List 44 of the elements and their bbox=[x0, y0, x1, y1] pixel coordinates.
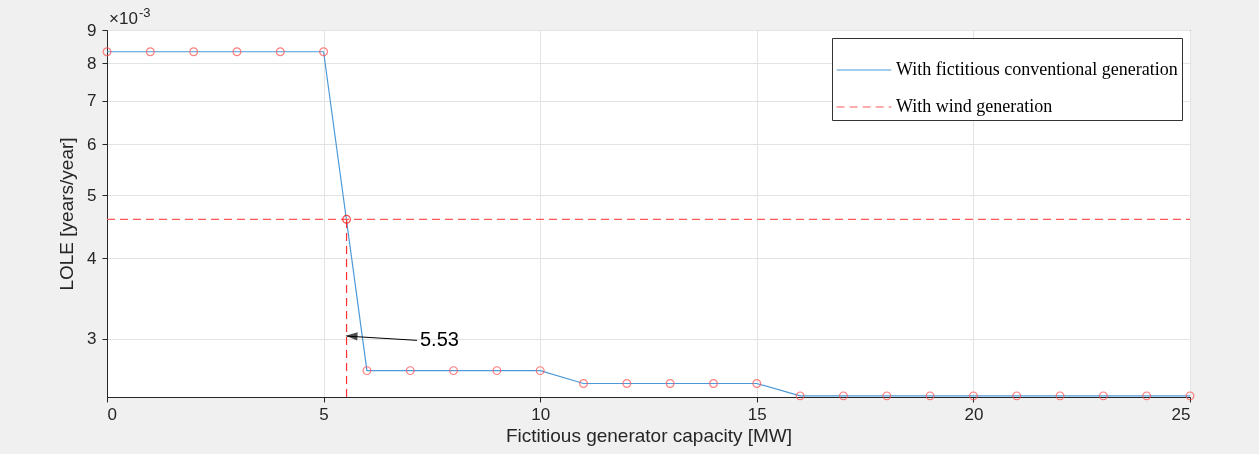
point bbox=[925, 391, 935, 401]
y-tick-label: 4 bbox=[87, 248, 97, 268]
point bbox=[709, 379, 718, 388]
point bbox=[968, 391, 978, 401]
point bbox=[232, 47, 242, 57]
point bbox=[1055, 391, 1065, 401]
point bbox=[795, 391, 805, 401]
point bbox=[535, 366, 545, 376]
point bbox=[665, 379, 675, 388]
legend-label: With wind generation bbox=[896, 96, 1053, 116]
x-tick-label: 15 bbox=[747, 404, 767, 424]
y-axis-title: LOLE [years/year] bbox=[56, 137, 78, 291]
y-tick-label: 5 bbox=[87, 185, 97, 205]
point bbox=[622, 379, 632, 388]
y-tick-label: 8 bbox=[87, 53, 97, 73]
point bbox=[838, 391, 848, 401]
y-tick-label: 9 bbox=[87, 20, 97, 40]
legend-label: With fictitious conventional generation bbox=[896, 59, 1178, 79]
y-tick-label: 3 bbox=[87, 329, 97, 349]
x-tick-label: 10 bbox=[531, 404, 551, 424]
point bbox=[752, 379, 762, 388]
point bbox=[882, 391, 892, 401]
point bbox=[319, 47, 329, 57]
point bbox=[492, 366, 502, 376]
x-tick-label: 0 bbox=[107, 404, 117, 424]
point bbox=[362, 366, 372, 376]
point bbox=[1098, 391, 1108, 401]
y-tick-label: 6 bbox=[87, 134, 97, 154]
point bbox=[189, 47, 199, 57]
x-tick-label: 25 bbox=[1171, 404, 1191, 424]
point bbox=[405, 366, 415, 376]
point bbox=[449, 366, 459, 376]
x-tick-label: 20 bbox=[964, 404, 984, 424]
point bbox=[102, 47, 112, 57]
point bbox=[1012, 391, 1022, 401]
point bbox=[275, 47, 285, 57]
y-tick-label: 7 bbox=[87, 91, 97, 111]
x-tick-label: 5 bbox=[319, 404, 329, 424]
point bbox=[579, 379, 588, 388]
x-axis-title: Fictitious generator capacity [MW] bbox=[505, 424, 793, 446]
point bbox=[145, 47, 155, 57]
annotation: 5.53 bbox=[419, 328, 459, 351]
point bbox=[1142, 391, 1152, 401]
point bbox=[342, 214, 352, 224]
